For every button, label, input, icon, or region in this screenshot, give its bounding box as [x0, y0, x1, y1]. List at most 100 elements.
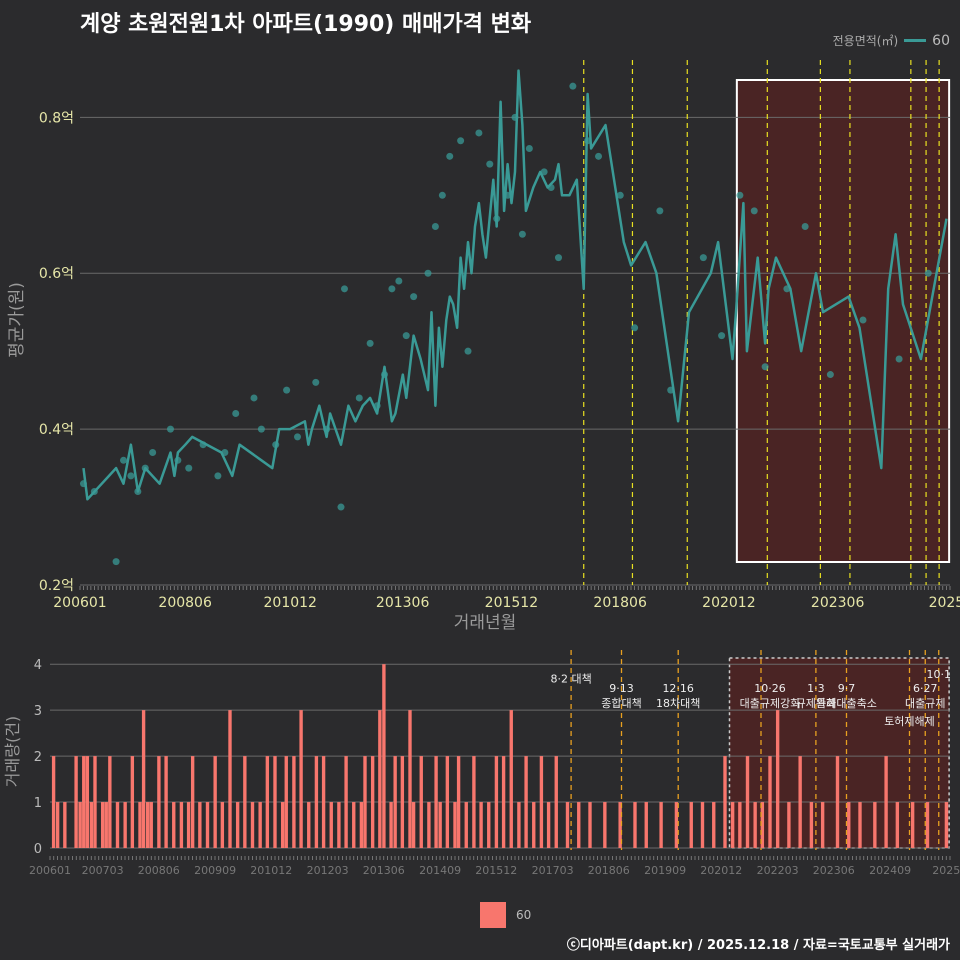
volume-bar	[250, 802, 255, 848]
volume-bar	[63, 802, 67, 848]
volume-bar	[479, 802, 483, 848]
volume-bar	[768, 756, 772, 848]
volume-bar	[644, 802, 648, 848]
scatter-point	[486, 160, 494, 168]
volume-bar	[517, 802, 521, 848]
chart-title: 계양 초원전원1차 아파트(1990) 매매가격 변화	[80, 12, 532, 37]
scatter-point	[616, 191, 624, 199]
volume-bar	[809, 802, 814, 848]
volume-x-tick-label: 201409	[419, 864, 461, 877]
volume-bar	[884, 756, 888, 848]
volume-bar	[130, 756, 135, 848]
volume-bar	[494, 756, 499, 848]
volume-bar	[532, 802, 536, 848]
volume-bar	[487, 802, 491, 848]
volume-x-tick-label: 201703	[532, 864, 574, 877]
volume-bar	[659, 802, 663, 848]
volume-bar	[352, 802, 356, 848]
volume-bar	[213, 756, 217, 848]
policy-name-label: 토허제해제	[884, 714, 935, 728]
policy-name-label: 규제완화	[796, 697, 836, 710]
volume-bar	[509, 710, 513, 848]
scatter-point	[656, 207, 664, 215]
scatter-point	[355, 394, 363, 402]
volume-bar	[378, 710, 382, 848]
volume-bar	[554, 756, 558, 848]
scatter-point	[718, 332, 726, 340]
volume-bar	[55, 802, 60, 848]
scatter-point	[475, 129, 483, 137]
volume-bar	[51, 756, 56, 848]
scatter-point	[595, 152, 603, 160]
scatter-point	[438, 191, 446, 199]
scatter-point	[431, 222, 439, 230]
scatter-point	[410, 293, 418, 301]
volume-bar	[445, 756, 450, 848]
volume-bar	[524, 756, 528, 848]
volume-bar	[179, 802, 184, 848]
volume-bar	[873, 802, 877, 848]
volume-bar	[265, 756, 270, 848]
y-tick-label: 0.2억	[39, 578, 74, 594]
scatter-point	[555, 254, 562, 262]
volume-bar	[104, 802, 108, 848]
volume-x-tick-label: 201806	[588, 864, 630, 877]
volume-bar	[258, 802, 262, 848]
volume-bar	[501, 756, 506, 848]
volume-bar	[453, 802, 457, 848]
x-tick-label: 201012	[264, 595, 317, 611]
policy-date-label: 8·2 대책	[550, 673, 591, 686]
scatter-point	[283, 386, 291, 394]
policy-date-label: 1·3	[807, 682, 825, 695]
volume-legend: 60	[480, 902, 531, 928]
volume-bar	[243, 756, 247, 848]
volume-bar	[389, 802, 393, 848]
volume-bar	[393, 756, 397, 848]
volume-bar	[472, 756, 476, 848]
volume-bar	[427, 802, 431, 848]
legend-swatch	[480, 902, 506, 928]
volume-bar	[363, 756, 367, 848]
volume-bar	[205, 802, 210, 848]
volume-x-tick-label: 202012	[700, 864, 742, 877]
volume-bar	[115, 802, 120, 848]
volume-bar	[108, 756, 112, 848]
volume-bar	[307, 802, 311, 848]
volume-bar	[93, 756, 97, 848]
volume-bar	[157, 756, 161, 848]
volume-bar	[539, 756, 544, 848]
volume-bar	[674, 802, 679, 848]
price-series-line	[82, 69, 948, 501]
legend: 전용면적(㎡) 60	[833, 32, 950, 49]
policy-date-label: 6·27	[913, 682, 938, 695]
volume-bar	[689, 802, 693, 848]
volume-chart: 0 1 2 3 4 8·2 대책 9·13 종합대책 12·16 18차대책 10·26 대출규제강화…	[3, 650, 960, 877]
volume-bar	[760, 802, 765, 848]
scatter-point	[402, 332, 410, 340]
x-tick-label: 2025	[929, 595, 960, 611]
volume-bar	[292, 756, 296, 848]
volume-bar	[82, 756, 86, 848]
volume-bar	[138, 802, 142, 848]
volume-bar	[738, 802, 742, 848]
volume-bar	[411, 802, 416, 848]
scatter-point	[525, 145, 533, 153]
volume-bar	[314, 756, 319, 848]
volume-x-tick-label: 202409	[869, 864, 911, 877]
volume-bar	[100, 802, 105, 848]
volume-x-tick-label: 200601	[29, 864, 71, 877]
scatter-point	[761, 363, 769, 371]
volume-x-tick-label: 202203	[757, 864, 799, 877]
scatter-point	[395, 277, 403, 285]
volume-bar	[858, 802, 862, 848]
scatter-point	[750, 207, 758, 215]
volume-bar	[329, 802, 333, 848]
volume-bar	[633, 802, 637, 848]
volume-bar	[123, 802, 127, 848]
scatter-point	[120, 456, 127, 464]
volume-bar	[723, 756, 727, 848]
scatter-point	[446, 152, 454, 160]
volume-legend-label: 60	[516, 908, 532, 922]
volume-bar	[618, 802, 622, 848]
volume-bar	[603, 802, 607, 848]
